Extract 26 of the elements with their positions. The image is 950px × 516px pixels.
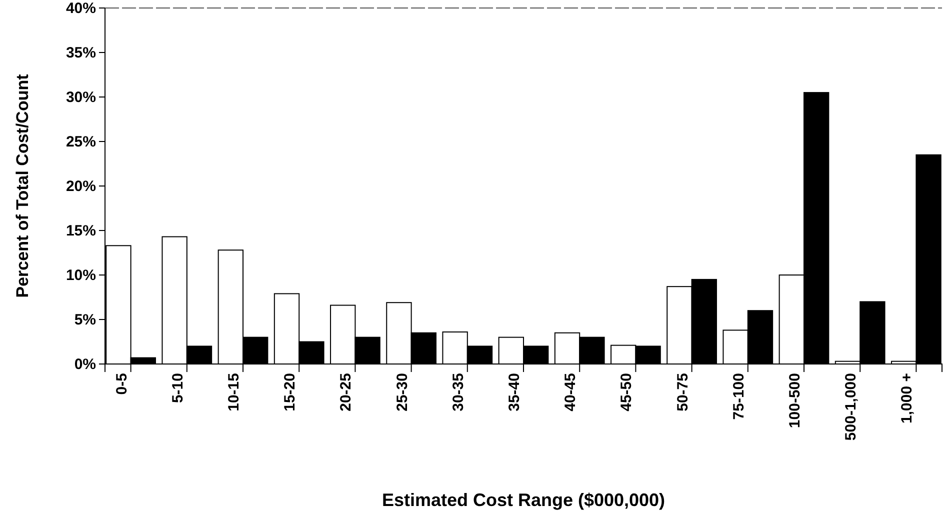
y-axis-title: Percent of Total Cost/Count bbox=[13, 74, 32, 298]
y-tick-label: 5% bbox=[74, 311, 96, 328]
x-tick-label: 25-30 bbox=[394, 373, 411, 412]
x-tick-label: 35-40 bbox=[506, 373, 523, 412]
y-tick-label: 10% bbox=[66, 266, 96, 284]
x-tick-label: 1,000 + bbox=[898, 372, 916, 424]
y-tick-label: 15% bbox=[66, 222, 96, 240]
y-tick-label: 25% bbox=[66, 133, 96, 150]
x-tick-label: 0-5 bbox=[113, 373, 130, 395]
x-tick-label: 45-50 bbox=[618, 373, 636, 412]
x-tick-label: 500-1,000 bbox=[842, 373, 860, 441]
x-axis-title: Estimated Cost Range ($000,000) bbox=[382, 490, 666, 510]
y-tick-label: 0% bbox=[74, 356, 96, 373]
x-tick-label: 30-35 bbox=[450, 373, 467, 412]
y-tick-label: 20% bbox=[66, 178, 96, 195]
x-tick-label: 100-500 bbox=[786, 373, 804, 428]
x-tick-label: 5-10 bbox=[169, 373, 186, 404]
x-tick-label: 10-15 bbox=[226, 373, 243, 412]
x-tick-label: 50-75 bbox=[674, 373, 692, 412]
y-tick-label: 35% bbox=[66, 44, 96, 62]
x-tick-label: 15-20 bbox=[282, 373, 299, 412]
y-tick-label: 40% bbox=[66, 0, 96, 17]
x-tick-label: 75-100 bbox=[730, 373, 748, 420]
x-tick-label: 20-25 bbox=[338, 373, 355, 412]
y-tick-label: 30% bbox=[66, 88, 96, 106]
x-tick-label: 40-45 bbox=[562, 373, 580, 412]
